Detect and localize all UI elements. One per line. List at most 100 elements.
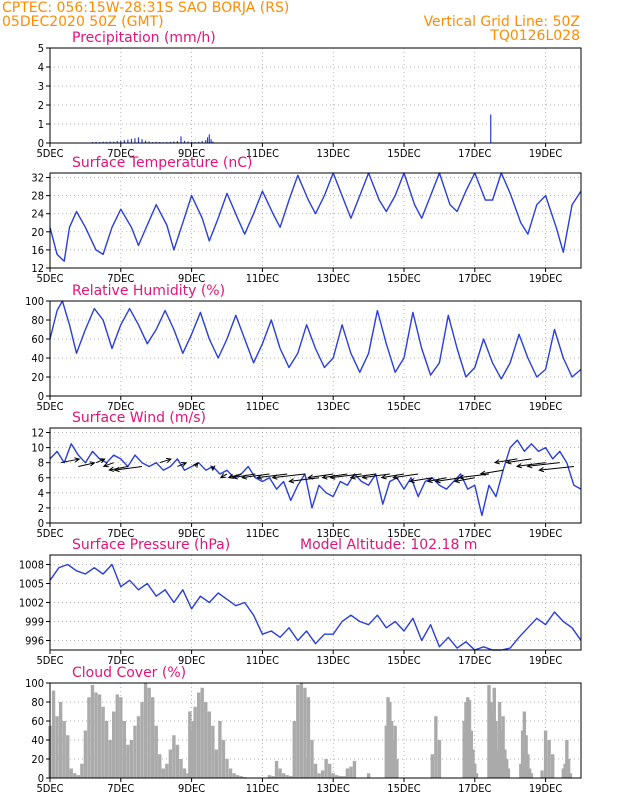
y-tick-label: 16 bbox=[31, 244, 44, 257]
header: CPTEC: 056:15W-28:31S SAO BORJA (RS) 05D… bbox=[2, 0, 580, 44]
cloud-bar bbox=[154, 725, 158, 778]
wind-arrow-head bbox=[321, 474, 328, 480]
cloud-bar bbox=[232, 773, 236, 778]
wind-arrow-head bbox=[193, 461, 199, 468]
wind-arrow-shaft bbox=[350, 473, 376, 479]
x-tick-label: 13DEC bbox=[317, 654, 350, 667]
cloud-bar bbox=[499, 730, 504, 778]
cloud-bar bbox=[193, 706, 197, 778]
header-grid-line: Vertical Grid Line: 50Z bbox=[424, 14, 580, 30]
precip-bar bbox=[187, 141, 189, 143]
cloud-bar bbox=[524, 735, 528, 778]
cloud-bar bbox=[218, 721, 222, 778]
cloud-bar bbox=[73, 773, 77, 778]
cloud-bar bbox=[388, 702, 392, 778]
wind-arrow bbox=[219, 473, 228, 479]
cloud-bar bbox=[520, 730, 525, 778]
y-tick-label: 0 bbox=[38, 390, 44, 403]
panel-wind: 0 2 4 6 8 10 12 5DEC 7DEC 9DEC 11DEC 13DEC 15DEC 17DE… bbox=[31, 410, 582, 540]
cloud-bar bbox=[317, 773, 321, 778]
cloud-bar bbox=[66, 735, 70, 778]
cloud-bar bbox=[320, 770, 325, 778]
wind-arrow-shaft bbox=[159, 458, 172, 464]
cloud-bar bbox=[112, 711, 116, 778]
x-tick-label: 9DEC bbox=[178, 400, 205, 413]
x-tick-label: 19DEC bbox=[529, 527, 562, 540]
wind-arrow-shaft bbox=[220, 473, 228, 479]
panel-title: Surface Wind (m/s) bbox=[72, 410, 206, 426]
y-tick-label: 40 bbox=[31, 352, 44, 365]
wind-arrow-head bbox=[99, 458, 106, 464]
cloud-bar bbox=[561, 768, 565, 778]
cloud-bar bbox=[327, 763, 332, 778]
cloud-bar bbox=[228, 768, 233, 778]
cloud-bar bbox=[87, 697, 91, 778]
cloud-bar bbox=[204, 702, 208, 778]
cloud-bar bbox=[147, 687, 151, 778]
precip-bar bbox=[183, 140, 186, 143]
cloud-bar bbox=[496, 749, 500, 778]
y-tick-label: 1008 bbox=[19, 559, 44, 572]
cloud-bar bbox=[313, 763, 318, 778]
wind-arrow bbox=[321, 473, 348, 480]
cloud-bar bbox=[235, 775, 240, 778]
wind-arrow-head bbox=[408, 478, 415, 484]
y-tick-label: 999 bbox=[25, 616, 44, 629]
panel-frame bbox=[49, 427, 582, 524]
cloud-bar bbox=[172, 735, 176, 778]
cloud-bar bbox=[303, 687, 307, 778]
cloud-bar bbox=[133, 725, 137, 778]
cloud-bar bbox=[389, 721, 394, 778]
wind-arrow-shaft bbox=[330, 473, 362, 479]
cloud-bar bbox=[90, 684, 95, 778]
x-tick-label: 19DEC bbox=[529, 654, 562, 667]
wind-arrow bbox=[526, 462, 560, 469]
cloud-bar bbox=[497, 702, 502, 778]
wind-arrow-shaft bbox=[527, 462, 560, 467]
wind-arrow-shaft bbox=[308, 473, 334, 479]
wind-arrow-shaft bbox=[289, 477, 320, 482]
cloud-bar bbox=[565, 740, 569, 778]
wind-arrow-shaft bbox=[427, 477, 447, 482]
temp-series-line bbox=[49, 172, 582, 262]
precip-bar bbox=[127, 139, 129, 143]
wind-arrow bbox=[505, 458, 532, 465]
y-tick-label: 80 bbox=[31, 314, 44, 327]
wind-arrow-shaft bbox=[103, 462, 114, 467]
cloud-bar bbox=[503, 749, 507, 778]
cloud-bar bbox=[211, 725, 215, 778]
x-tick-label: 11DEC bbox=[246, 782, 279, 795]
wind-arrow-head bbox=[434, 478, 441, 484]
cloud-bar bbox=[55, 716, 59, 778]
cloud-bar bbox=[94, 692, 98, 778]
x-tick-label: 17DEC bbox=[458, 400, 491, 413]
precip-bar bbox=[109, 141, 111, 143]
cloud-bar bbox=[324, 759, 328, 778]
cloud-bar bbox=[550, 754, 555, 778]
cloud-bar bbox=[519, 763, 523, 778]
cloud-bar bbox=[62, 721, 66, 778]
x-tick-label: 7DEC bbox=[107, 400, 134, 413]
cloud-bar bbox=[83, 730, 88, 778]
precip-bar bbox=[173, 141, 175, 143]
wind-arrow bbox=[108, 465, 128, 472]
cloud-bar bbox=[563, 763, 567, 778]
rh-series-line bbox=[49, 300, 582, 380]
y-tick-label: 2 bbox=[38, 99, 44, 112]
x-tick-label: 5DEC bbox=[36, 527, 63, 540]
cloud-bar bbox=[487, 684, 491, 778]
wind-arrow-head bbox=[538, 467, 545, 473]
cloud-bar bbox=[299, 683, 304, 778]
panel-rh: 0 20 40 60 80 100 5DEC 7DEC 9DEC 11DEC 13DEC 15DEC 1… bbox=[25, 283, 582, 413]
wind-arrow-shaft bbox=[494, 458, 518, 464]
cloud-bar bbox=[196, 692, 201, 778]
wind-arrow bbox=[307, 473, 334, 480]
x-tick-label: 9DEC bbox=[178, 272, 205, 285]
precip-bar bbox=[176, 141, 179, 143]
cloud-bar bbox=[115, 694, 119, 778]
cloud-bar bbox=[306, 759, 311, 778]
x-tick-label: 5DEC bbox=[36, 400, 63, 413]
header-station: CPTEC: 056:15W-28:31S SAO BORJA (RS) bbox=[2, 0, 289, 16]
cloud-bar bbox=[101, 706, 105, 778]
y-tick-label: 0 bbox=[38, 137, 44, 150]
